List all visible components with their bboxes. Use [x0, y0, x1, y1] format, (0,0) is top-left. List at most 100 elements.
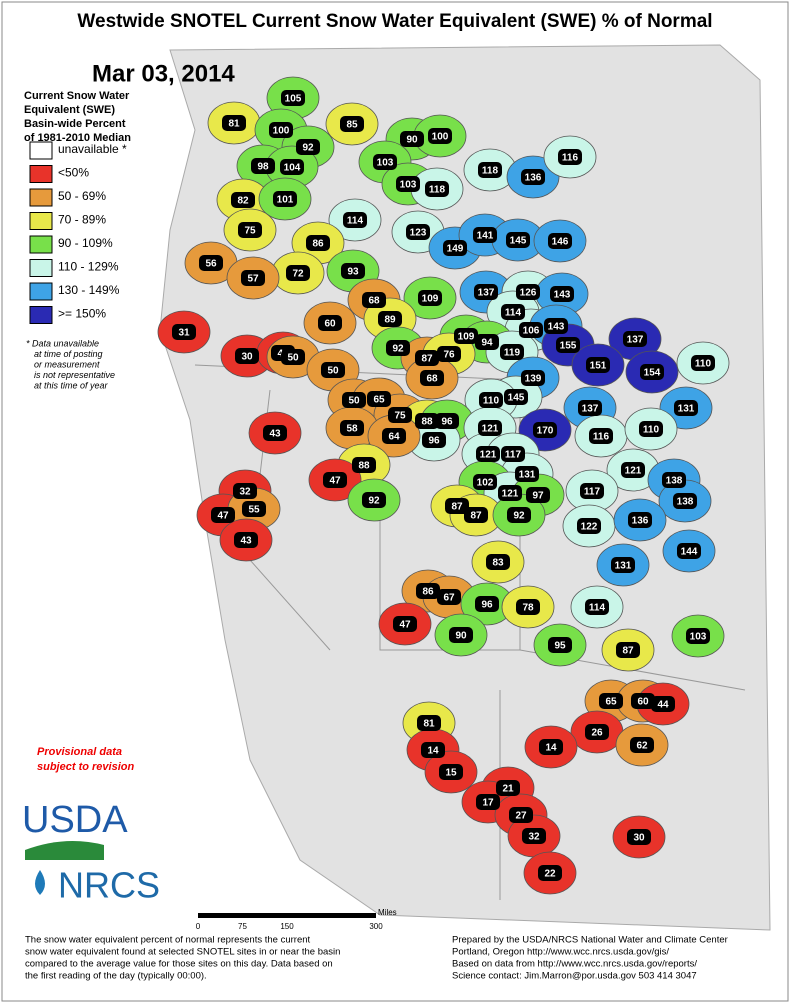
- basin-label: 96: [428, 436, 440, 447]
- basin-label-box: [473, 227, 497, 243]
- basin-label: 17: [482, 798, 494, 809]
- basin-label: 96: [481, 600, 493, 611]
- legend-swatch: [29, 165, 53, 183]
- basin-label-box: [416, 583, 440, 599]
- basin-label: 14: [427, 746, 439, 757]
- basin-label-box: [281, 90, 305, 106]
- basin-label-box: [378, 311, 402, 327]
- basin-label: 82: [237, 196, 249, 207]
- scale-tick-label: 75: [238, 922, 247, 931]
- basin-label-box: [306, 235, 330, 251]
- scale-tick-label: 150: [280, 922, 294, 931]
- basin-label-box: [396, 176, 420, 192]
- basin-label: 137: [478, 288, 495, 299]
- basin-label-box: [500, 344, 524, 360]
- basin-label-box: [526, 487, 550, 503]
- basin-label-box: [519, 322, 543, 338]
- basin-label-box: [476, 794, 500, 810]
- basin-label: 32: [239, 487, 251, 498]
- basin-label: 27: [515, 811, 527, 822]
- basin-label: 88: [421, 417, 433, 428]
- basin-label: 44: [657, 700, 669, 711]
- basin-label-box: [639, 421, 663, 437]
- legend-swatch: [29, 282, 53, 301]
- basin-label-box: [651, 696, 675, 712]
- basin-label: 119: [504, 348, 521, 359]
- basin-label: 117: [584, 487, 601, 498]
- basin-label: 62: [636, 741, 648, 752]
- legend-note: * Data unavailable: [26, 338, 99, 348]
- basin-label-box: [362, 292, 386, 308]
- basin-label-box: [393, 616, 417, 632]
- basin-label-box: [628, 512, 652, 528]
- basin-label: 114: [589, 603, 606, 614]
- basin-label: 145: [508, 393, 525, 404]
- legend-note: is not representative: [34, 370, 115, 380]
- basin-label: 75: [244, 226, 256, 237]
- provisional: Provisional data: [37, 746, 122, 758]
- basin-label-box: [242, 501, 266, 517]
- basin-label-box: [533, 422, 557, 438]
- basin-label: 43: [269, 429, 281, 440]
- basin-label: 89: [384, 315, 396, 326]
- basin-label-box: [548, 233, 572, 249]
- basin-label: 93: [347, 267, 359, 278]
- basin-label-box: [498, 485, 522, 501]
- date: Mar 03, 2014: [92, 60, 235, 87]
- basin-label: 118: [482, 166, 499, 177]
- basin-label-box: [506, 232, 530, 248]
- basin-label-box: [515, 466, 539, 482]
- basin-label: 122: [581, 522, 598, 533]
- basin-label-box: [373, 154, 397, 170]
- footer-right: Based on data from http://www.wcc.nrcs.u…: [452, 959, 697, 970]
- scale-tick-label: 300: [369, 922, 383, 931]
- basin-label: 58: [346, 424, 358, 435]
- footer-right: Prepared by the USDA/NRCS National Water…: [452, 935, 728, 946]
- basin-label: 137: [582, 404, 599, 415]
- basin-label-box: [435, 413, 459, 429]
- basin-label-box: [211, 507, 235, 523]
- provisional: subject to revision: [37, 761, 134, 773]
- basin-label-box: [323, 472, 347, 488]
- footer-left: snow water equivalent found at selected …: [25, 947, 340, 958]
- footer-right: Science contact: Jim.Marron@por.usda.gov…: [452, 971, 697, 982]
- basin-label: 117: [505, 450, 522, 461]
- basins: 81 105 100 85 92 98 104 82 101 90 100 103 103 118 118 1…: [157, 76, 730, 895]
- basin-label-box: [386, 340, 410, 356]
- basin-label-box: [341, 263, 365, 279]
- basin-label-box: [548, 637, 572, 653]
- basin-label-box: [476, 446, 500, 462]
- basin-label-box: [231, 192, 255, 208]
- basin-label-box: [630, 737, 654, 753]
- basin-label: 121: [502, 489, 519, 500]
- basin-label-box: [199, 255, 223, 271]
- basin-label-box: [509, 807, 533, 823]
- basin-label-box: [550, 286, 574, 302]
- basin-label: 14: [545, 743, 557, 754]
- basin-label-box: [318, 315, 342, 331]
- legend-swatch: [29, 212, 53, 230]
- basin-label: 81: [423, 719, 435, 730]
- legend-label: 130 - 149%: [58, 283, 120, 297]
- legend-swatch: [29, 306, 53, 324]
- basin-label: 109: [422, 294, 439, 305]
- legend-note: or measurement: [34, 359, 100, 369]
- basin-label-box: [662, 472, 686, 488]
- basin-label: 105: [285, 94, 302, 105]
- basin-label: 64: [388, 432, 400, 443]
- basin-label-box: [631, 693, 655, 709]
- basin-label-box: [521, 370, 545, 386]
- basin-label: 86: [422, 587, 434, 598]
- basin-labels: 81 105 100 85 92 98 104 82 101 90 100 103 103 118 118 1…: [172, 90, 715, 881]
- legend-note: at time of posting: [34, 349, 103, 359]
- basin-label: 87: [421, 354, 433, 365]
- legend-label: 70 - 89%: [58, 213, 106, 227]
- basin-label-box: [627, 829, 651, 845]
- basin-label-box: [280, 159, 304, 175]
- basin-label-box: [234, 532, 258, 548]
- basin-label: 121: [480, 450, 497, 461]
- basin-label: 83: [492, 558, 504, 569]
- basin-label-box: [522, 828, 546, 844]
- basin-label: 92: [368, 496, 380, 507]
